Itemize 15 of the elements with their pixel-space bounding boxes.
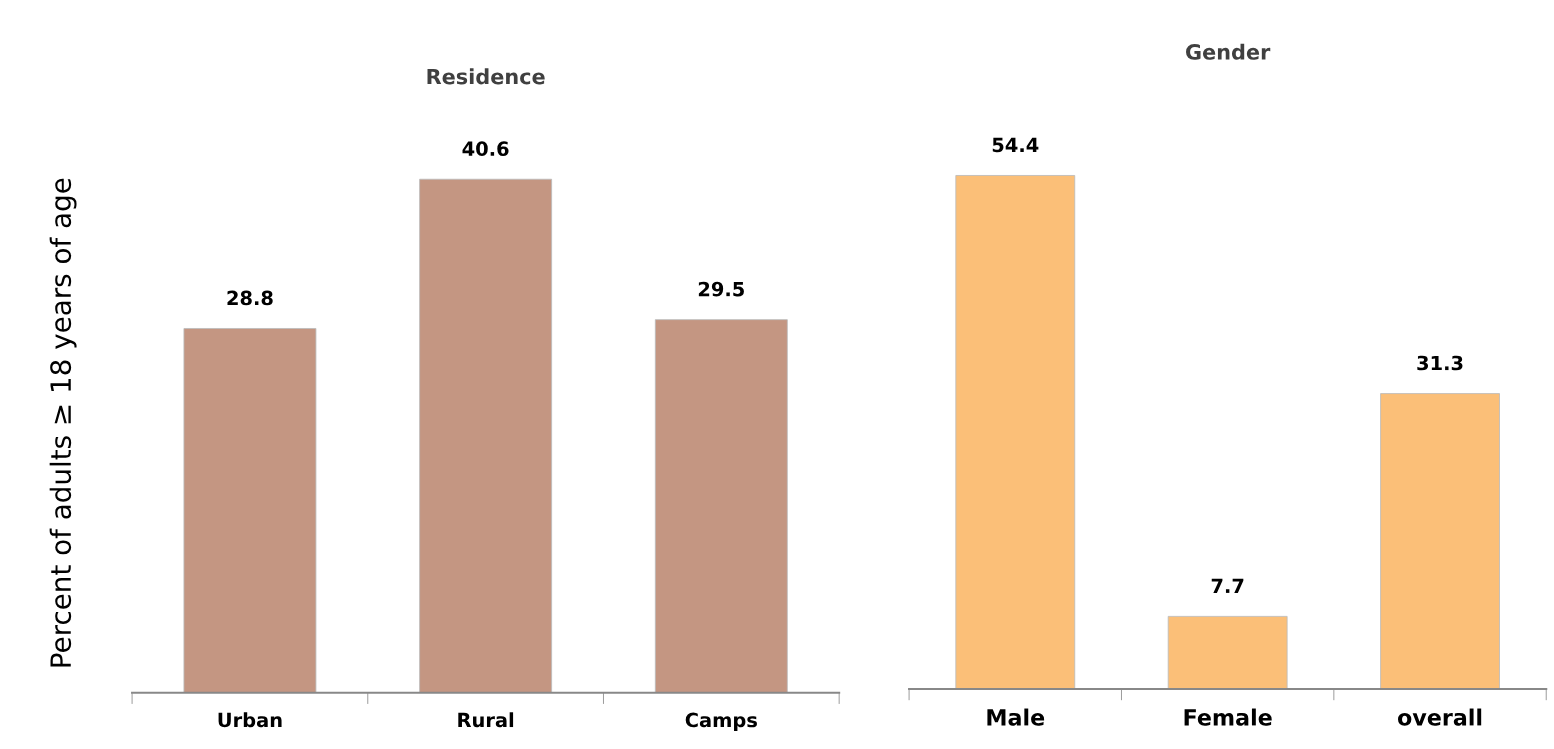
data-label: 28.8 <box>227 290 273 306</box>
x-tick-label: overall <box>1397 708 1482 726</box>
data-label: 29.5 <box>698 281 744 297</box>
data-label: 40.6 <box>462 141 509 157</box>
chart-title: Residence <box>427 68 545 85</box>
chart-title: Gender <box>1186 43 1271 60</box>
y-axis-title: Percent of adults ≥ 18 years of age <box>49 178 77 667</box>
x-tick-label: Urban <box>218 712 282 728</box>
x-tick-label: Female <box>1184 708 1272 726</box>
x-tick-label: Camps <box>685 712 757 732</box>
x-tick-label: Male <box>987 708 1045 726</box>
data-label: 7.7 <box>1211 578 1244 593</box>
data-label: 54.4 <box>992 137 1039 153</box>
data-label: 31.3 <box>1417 355 1463 371</box>
x-tick-label: Rural <box>458 712 514 728</box>
